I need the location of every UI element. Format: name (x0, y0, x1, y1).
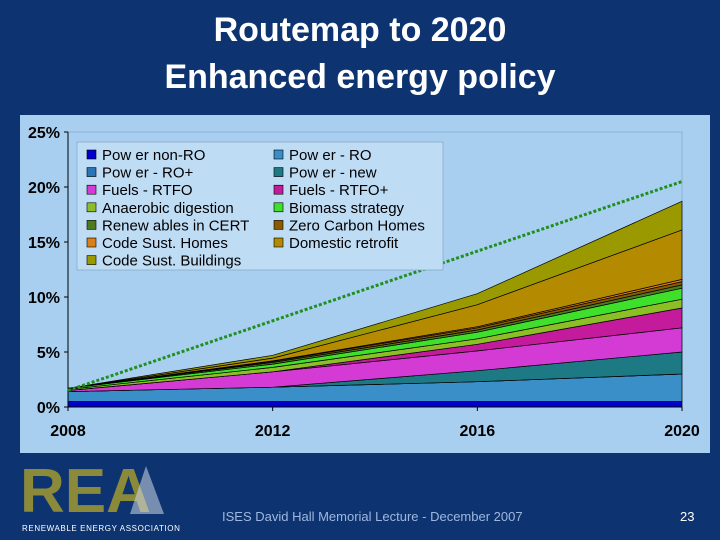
legend-label-0-1: Pow er - RO+ (102, 165, 194, 182)
legend-label-0-3: Anaerobic digestion (102, 200, 234, 217)
legend-swatch-0-3 (86, 202, 97, 213)
legend-swatch-1-4 (273, 220, 284, 230)
legend-swatch-0-4 (86, 220, 97, 230)
trend-line (67, 180, 683, 392)
legend-label-1-2: Fuels - RTFO+ (289, 182, 389, 199)
legend-swatch-1-1 (273, 167, 284, 177)
area-series-0 (67, 401, 683, 408)
legend-label-0-6: Code Sust. Buildings (102, 253, 241, 270)
y-tick-label-1: 5% (37, 345, 60, 362)
legend-label-1-3: Biomass strategy (289, 200, 405, 217)
legend-label-1-5: Domestic retrofit (289, 235, 399, 252)
rea-logo: REA (20, 458, 164, 520)
x-tick-label-2: 2016 (460, 423, 496, 440)
legend-label-1-4: Zero Carbon Homes (289, 217, 425, 234)
legend-swatch-0-1 (86, 167, 97, 177)
legend-swatch-0-0 (86, 149, 97, 160)
legend-label-1-0: Pow er - RO (289, 147, 372, 164)
legend-swatch-1-5 (273, 237, 284, 248)
legend-swatch-1-2 (273, 184, 284, 195)
logo-triangle-icon (130, 466, 164, 514)
logo-subtitle: RENEWABLE ENERGY ASSOCIATION (22, 524, 181, 533)
x-tick-label-3: 2020 (664, 423, 700, 440)
logo-text: REA (20, 458, 151, 520)
legend-label-0-2: Fuels - RTFO (102, 182, 193, 199)
legend-label-0-5: Code Sust. Homes (102, 235, 228, 252)
slide-title-line1: Routemap to 2020 (213, 11, 507, 49)
slide-title-line2: Enhanced energy policy (164, 58, 556, 96)
legend-swatch-0-6 (86, 255, 97, 265)
legend-box (76, 141, 444, 271)
legend-swatch-1-3 (273, 202, 284, 213)
legend-label-1-1: Pow er - new (289, 165, 377, 182)
legend-swatch-0-5 (86, 237, 97, 248)
footer-text: ISES David Hall Memorial Lecture - Decem… (222, 509, 523, 524)
legend-swatch-1-0 (273, 149, 284, 160)
legend-label-0-4: Renew ables in CERT (102, 217, 249, 234)
y-tick-label-4: 20% (28, 180, 60, 197)
y-tick-label-0: 0% (37, 400, 60, 417)
area-series-12 (67, 200, 683, 389)
legend-label-0-0: Pow er non-RO (102, 147, 205, 164)
x-tick-label-1: 2012 (255, 423, 291, 440)
y-tick-label-2: 10% (28, 290, 60, 307)
x-tick-label-0: 2008 (50, 423, 86, 440)
y-tick-label-5: 25% (28, 125, 60, 142)
page-number: 23 (680, 509, 695, 524)
y-tick-label-3: 15% (28, 235, 60, 252)
stacked-area-chart: 0% 5% 10% 15% 20% 25% 2008 2012 2016 2020 Pow er n… (20, 115, 710, 453)
legend-swatch-0-2 (86, 184, 97, 195)
